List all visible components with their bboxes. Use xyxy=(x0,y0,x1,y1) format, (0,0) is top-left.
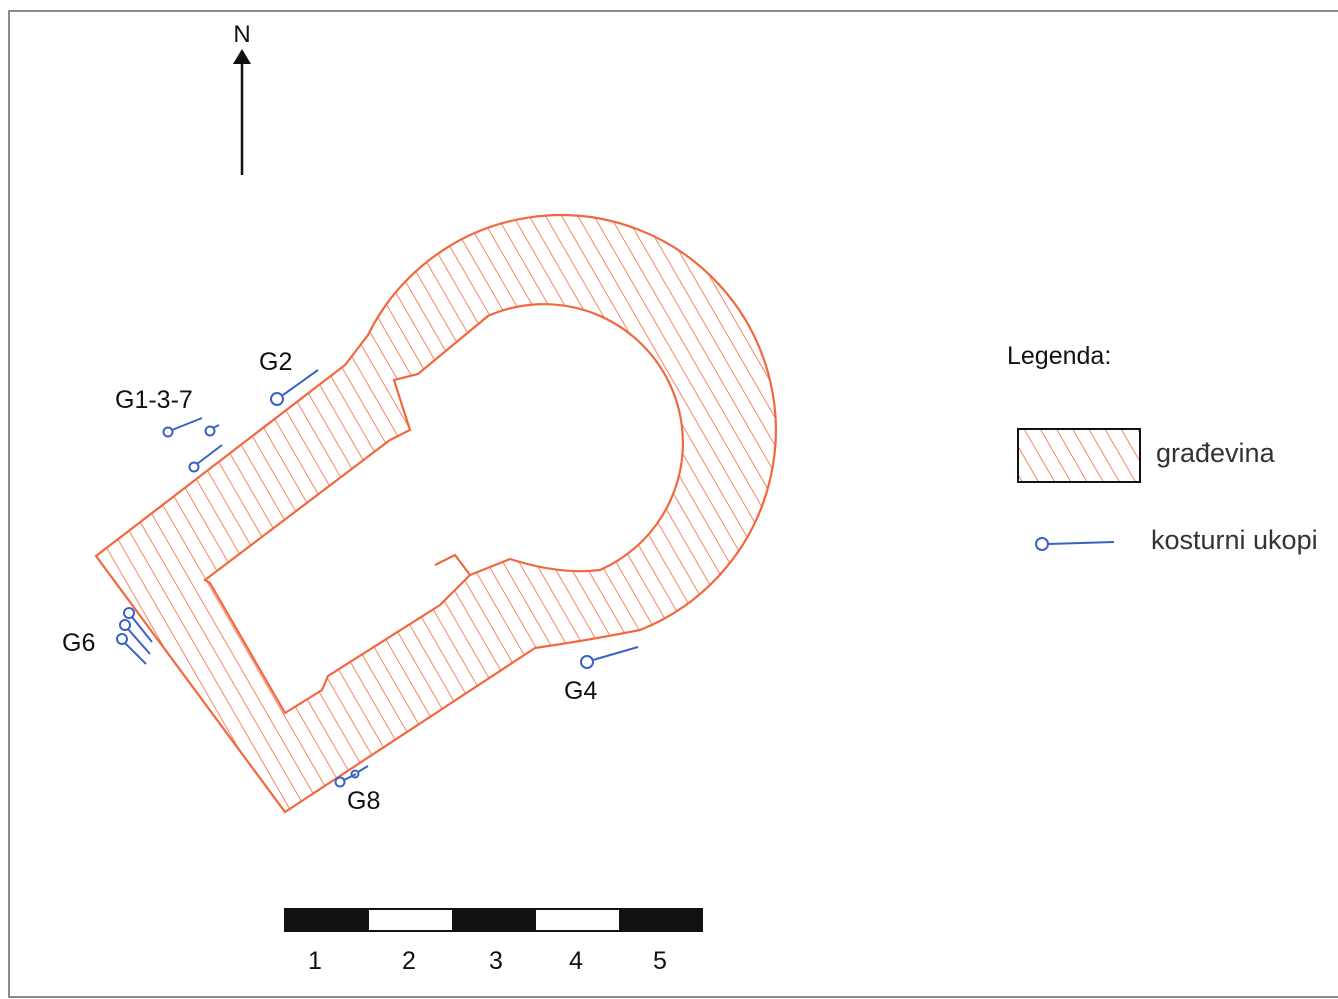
legend-title: Legenda: xyxy=(1007,342,1111,370)
grave-g2-symbol xyxy=(270,369,319,406)
scale-segment-1 xyxy=(285,909,369,931)
legend-hatch-swatch xyxy=(1017,428,1141,483)
scale-tick-5: 5 xyxy=(653,947,667,975)
north-arrow-head xyxy=(233,49,251,64)
grave-labels: G1-3-7 G2 G6 G4 G8 xyxy=(62,348,597,815)
building-outline xyxy=(94,214,777,814)
legend: Legenda: građevina kosturni ukopi xyxy=(1007,342,1318,555)
grave-g1-3-7-symbols xyxy=(162,417,223,473)
scale-tick-1: 1 xyxy=(308,947,322,975)
legend-item-building-label: građevina xyxy=(1156,438,1276,468)
page-frame xyxy=(8,10,1338,998)
legend-item-graves-label: kosturni ukopi xyxy=(1151,525,1318,555)
building-plan xyxy=(94,214,777,814)
grave-label-g1-3-7: G1-3-7 xyxy=(115,386,193,414)
north-arrow-label: N xyxy=(233,21,250,48)
grave-g4-symbol xyxy=(580,646,639,669)
grave-g8-symbols xyxy=(334,765,369,788)
grave-g6-symbols xyxy=(116,607,153,665)
graves xyxy=(116,369,639,788)
scale-tick-3: 3 xyxy=(489,947,503,975)
building-inner-outline xyxy=(203,303,684,715)
scale-segment-3 xyxy=(452,909,536,931)
scale-bar: 1 2 3 4 5 xyxy=(284,908,703,975)
grave-label-g2: G2 xyxy=(259,348,292,376)
grave-label-g6: G6 xyxy=(62,629,95,657)
legend-grave-symbol xyxy=(1035,537,1115,551)
grave-label-g4: G4 xyxy=(564,677,597,705)
scale-tick-4: 4 xyxy=(569,947,583,975)
building-pilaster xyxy=(434,553,471,576)
scale-segment-5 xyxy=(619,909,702,931)
grave-label-g8: G8 xyxy=(347,787,380,815)
north-arrow: N xyxy=(233,21,251,175)
scale-tick-2: 2 xyxy=(402,947,416,975)
